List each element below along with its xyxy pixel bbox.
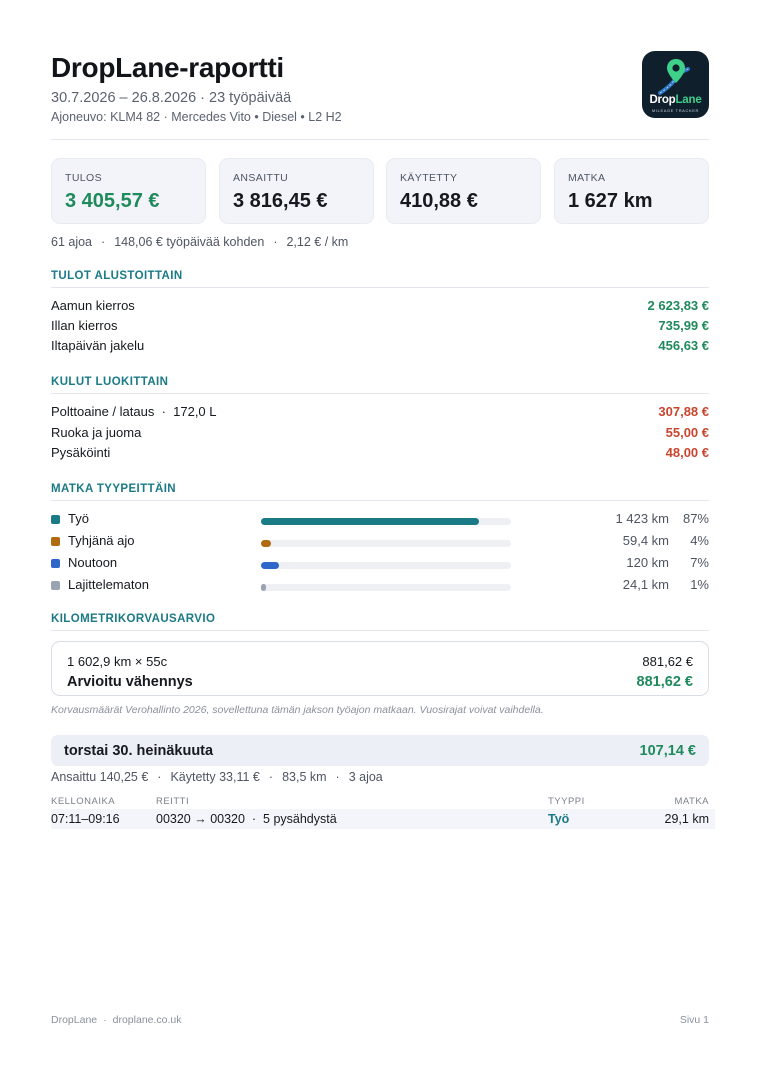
summary-line: 61 ajoa · 148,06 € työpäivää kohden · 2,12 €… bbox=[51, 235, 349, 249]
report-title: DropLane-raportti bbox=[51, 52, 284, 83]
trip-type: Työ bbox=[548, 812, 570, 826]
income-section-title: TULOT ALUSTOITTAIN bbox=[51, 270, 709, 288]
map-pin-road-icon bbox=[658, 59, 690, 95]
footer-brand: DropLane · droplane.co.uk bbox=[51, 1014, 182, 1026]
distance-bar-track bbox=[261, 562, 511, 569]
mileage-total-value: 881,62 € bbox=[636, 674, 693, 690]
column-header-type: TYYPPI bbox=[548, 796, 585, 807]
summary-per-km: 2,12 € / km bbox=[286, 235, 349, 249]
day-total: 107,14 € bbox=[639, 743, 696, 759]
distance-row: Tyhjänä ajo 59,4 km 4% bbox=[51, 533, 709, 553]
income-row: Aamun kierros 2 623,83 € bbox=[51, 298, 709, 313]
expense-row: Polttoaine / lataus · 172,0 L 307,88 € bbox=[51, 404, 709, 419]
mileage-note: Korvausmäärät Verohallinto 2026, sovelle… bbox=[51, 704, 544, 716]
distance-row: Noutoon 120 km 7% bbox=[51, 555, 709, 575]
day-header: torstai 30. heinäkuuta 107,14 € bbox=[51, 735, 709, 766]
day-title: torstai 30. heinäkuuta bbox=[64, 743, 214, 759]
kpi-value: 3 405,57 € bbox=[65, 190, 160, 212]
legend-swatch bbox=[51, 515, 60, 524]
table-row: 07:11–09:16 00320 → 00320 · 5 pysähdystä… bbox=[51, 809, 715, 829]
report-page: DropLane-raportti 30.7.2026 – 26.8.2026 … bbox=[51, 0, 715, 1075]
distance-row: Lajittelematon 24,1 km 1% bbox=[51, 577, 709, 597]
report-period: 30.7.2026 – 26.8.2026 · 23 työpäivää bbox=[51, 90, 292, 106]
column-header-distance: MATKA bbox=[674, 796, 709, 807]
kpi-cards: TULOS 3 405,57 € ANSAITTU 3 816,45 € KÄY… bbox=[51, 158, 709, 224]
expense-row: Ruoka ja juoma 55,00 € bbox=[51, 425, 709, 440]
footer-link[interactable]: droplane.co.uk bbox=[112, 1014, 182, 1026]
distance-bar-fill bbox=[261, 562, 279, 569]
column-header-time: KELLONAIKA bbox=[51, 796, 116, 807]
kpi-label: KÄYTETTY bbox=[400, 172, 458, 184]
distance-bar-track bbox=[261, 518, 511, 525]
summary-per-day: 148,06 € työpäivää kohden bbox=[114, 235, 265, 249]
distance-bar-fill bbox=[261, 584, 266, 591]
distance-bar-track bbox=[261, 584, 511, 591]
kpi-label: TULOS bbox=[65, 172, 103, 184]
expense-row: Pysäköinti 48,00 € bbox=[51, 445, 709, 460]
kpi-spent: KÄYTETTY 410,88 € bbox=[386, 158, 541, 224]
legend-swatch bbox=[51, 559, 60, 568]
distance-row: Työ 1 423 km 87% bbox=[51, 511, 709, 531]
droplane-logo: DropLane MILEAGE TRACKER bbox=[642, 51, 709, 118]
page-number: Sivu 1 bbox=[679, 1014, 709, 1026]
trip-route: 00320 → 00320 · 5 pysähdystä bbox=[156, 812, 337, 826]
income-row: Iltapäivän jakelu 456,63 € bbox=[51, 338, 709, 353]
vehicle-info: Ajoneuvo: KLM4 82 · Mercedes Vito • Dies… bbox=[51, 110, 342, 124]
mileage-total-label: Arvioitu vähennys bbox=[67, 674, 193, 690]
trip-time: 07:11–09:16 bbox=[51, 812, 120, 826]
kpi-distance: MATKA 1 627 km bbox=[554, 158, 709, 224]
mileage-estimate-box: 1 602,9 km × 55c 881,62 € Arvioitu vähen… bbox=[51, 641, 709, 696]
day-summary: Ansaittu 140,25 € · Käytetty 33,11 € · 83,5 … bbox=[51, 770, 383, 784]
kpi-value: 1 627 km bbox=[568, 190, 653, 212]
logo-tagline: MILEAGE TRACKER bbox=[652, 108, 699, 113]
kpi-result: TULOS 3 405,57 € bbox=[51, 158, 206, 224]
mileage-section-title: KILOMETRIKORVAUSARVIO bbox=[51, 613, 709, 631]
kpi-label: ANSAITTU bbox=[233, 172, 289, 184]
legend-swatch bbox=[51, 581, 60, 590]
trip-distance: 29,1 km bbox=[664, 812, 709, 826]
kpi-value: 410,88 € bbox=[400, 190, 478, 212]
mileage-calc-value: 881,62 € bbox=[642, 654, 693, 669]
distance-bar-fill bbox=[261, 518, 479, 525]
kpi-value: 3 816,45 € bbox=[233, 190, 328, 212]
report-header: DropLane-raportti 30.7.2026 – 26.8.2026 … bbox=[51, 51, 709, 140]
income-row: Illan kierros 735,99 € bbox=[51, 318, 709, 333]
kpi-earned: ANSAITTU 3 816,45 € bbox=[219, 158, 374, 224]
distance-bar-fill bbox=[261, 540, 271, 547]
summary-trips: 61 ajoa bbox=[51, 235, 93, 249]
distance-section-title: MATKA TYYPEITTÄIN bbox=[51, 483, 709, 501]
kpi-label: MATKA bbox=[568, 172, 606, 184]
mileage-calc-label: 1 602,9 km × 55c bbox=[67, 654, 168, 669]
expenses-section-title: KULUT LUOKITTAIN bbox=[51, 376, 709, 394]
logo-wordmark: DropLane bbox=[649, 94, 702, 106]
legend-swatch bbox=[51, 537, 60, 546]
distance-bar-track bbox=[261, 540, 511, 547]
column-header-route: REITTI bbox=[156, 796, 190, 807]
